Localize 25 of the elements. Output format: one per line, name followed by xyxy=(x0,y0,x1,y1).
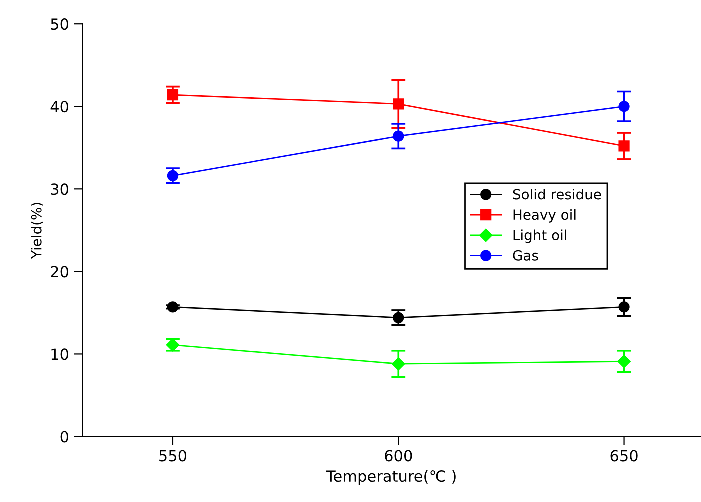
point xyxy=(167,90,179,101)
y-tick-label: 40 xyxy=(50,101,69,113)
point xyxy=(167,302,179,313)
y-tick-label: 0 xyxy=(60,431,69,443)
point xyxy=(393,312,404,324)
y-tick-label: 30 xyxy=(51,184,69,196)
x-axis-title: Temperature(℃ ) xyxy=(326,470,456,486)
point xyxy=(392,358,406,371)
x-tick-label: 600 xyxy=(385,450,412,462)
y-axis-title: Yield(%) xyxy=(31,203,44,259)
point xyxy=(393,98,404,110)
point xyxy=(618,302,630,313)
y-tick-label: 50 xyxy=(51,18,69,30)
legend-label: Light oil xyxy=(514,230,566,244)
y-tick-label: 10 xyxy=(52,348,69,360)
x-tick-label: 550 xyxy=(160,450,187,462)
point xyxy=(618,355,631,368)
legend-label: Heavy oil xyxy=(514,209,576,223)
y-tick-label: 20 xyxy=(51,266,69,278)
legend-label: Solid residue xyxy=(513,188,602,200)
point xyxy=(618,101,630,112)
point xyxy=(618,140,630,152)
point xyxy=(393,130,404,142)
x-tick-label: 650 xyxy=(610,450,638,462)
legend-label: Gas xyxy=(513,250,538,261)
